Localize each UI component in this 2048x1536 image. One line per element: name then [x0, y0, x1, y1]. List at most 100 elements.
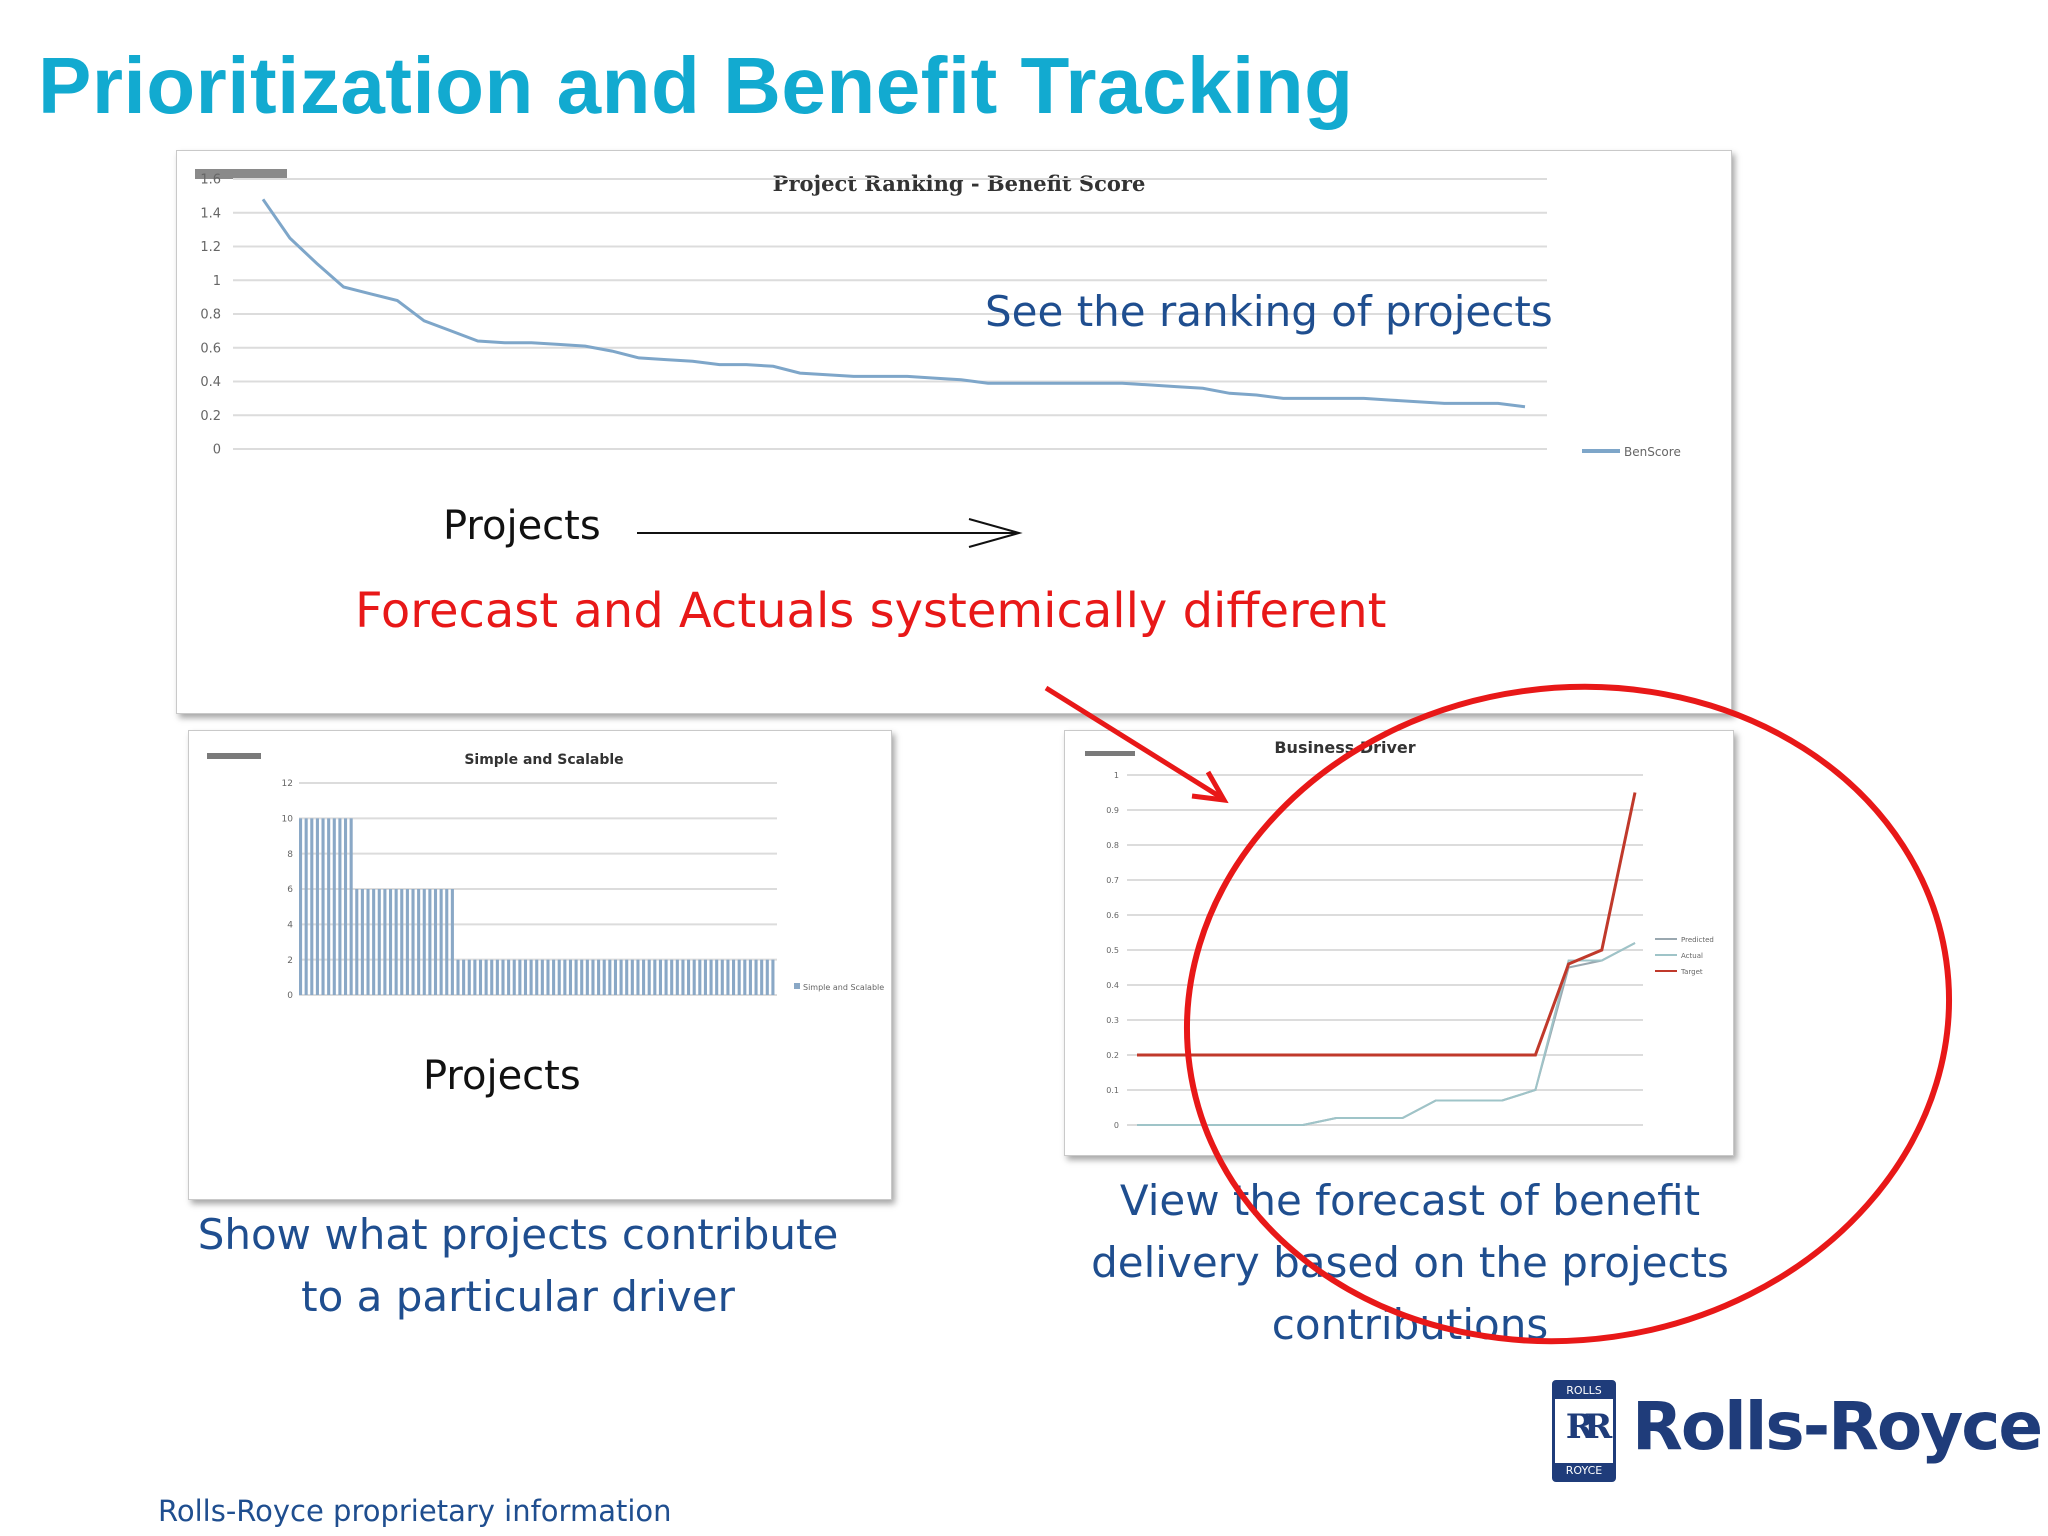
bar	[478, 959, 483, 995]
y-tick-label: 12	[282, 779, 293, 789]
bar	[490, 959, 494, 995]
bar	[400, 889, 404, 995]
y-tick-label: 1	[1114, 771, 1119, 780]
bar	[703, 959, 707, 995]
bar	[698, 959, 702, 995]
bar	[647, 959, 651, 995]
bar	[484, 959, 488, 995]
bar	[495, 959, 499, 995]
footer-note: Rolls-Royce proprietary information	[158, 1494, 672, 1528]
ranking-chart: Project Ranking - Benefit Score 0 0.2 0.4 0…	[195, 169, 1681, 548]
bar	[636, 959, 640, 995]
legend-label-simple: Simple and Scalable	[803, 983, 884, 992]
bar	[507, 959, 511, 995]
bar	[670, 959, 674, 995]
bar	[439, 889, 443, 995]
bar	[355, 889, 359, 995]
bar	[422, 889, 426, 995]
bar	[743, 959, 747, 995]
bar	[523, 959, 528, 995]
bar	[327, 818, 331, 995]
bar	[315, 818, 319, 995]
ranking-chart-title: Project Ranking - Benefit Score	[773, 171, 1146, 196]
projects-label-bottom: Projects	[423, 1053, 581, 1099]
y-tick-label: 4	[287, 920, 293, 930]
bar	[585, 959, 589, 995]
bar	[760, 959, 764, 995]
driver-caption-line: to a particular driver	[301, 1272, 735, 1321]
forecast-caption-line: delivery based on the projects	[1091, 1238, 1729, 1287]
bar	[428, 889, 432, 995]
bar	[377, 889, 381, 995]
bar	[343, 818, 348, 995]
bar	[304, 818, 308, 995]
legend-label-predicted: Predicted	[1681, 936, 1714, 944]
simple-scalable-chart: Simple and Scalable 0 2 4 6 8 10 12 Simple and…	[207, 752, 884, 1001]
y-tick-label: 1.4	[200, 206, 221, 221]
bar	[360, 889, 364, 995]
bar	[597, 959, 601, 995]
chart-tag-bar	[1085, 751, 1135, 756]
bar	[692, 959, 696, 995]
bar	[332, 818, 336, 995]
forecast-caption: View the forecast of benefit delivery ba…	[1050, 1170, 1770, 1356]
bar	[450, 889, 454, 995]
bar	[675, 959, 679, 995]
legend-label-actual: Actual	[1681, 952, 1703, 960]
ranking-chart-panel: Project Ranking - Benefit Score 0 0.2 0.4 0…	[176, 150, 1732, 714]
bar	[602, 959, 606, 995]
bar	[574, 959, 578, 995]
bar	[456, 959, 460, 995]
bar	[338, 818, 342, 995]
bar	[445, 889, 449, 995]
bar	[580, 959, 584, 995]
bar	[720, 959, 724, 995]
bar	[765, 959, 769, 995]
chart-tag-bar	[207, 753, 261, 759]
projects-label-top: Projects	[443, 503, 601, 549]
bar	[552, 959, 556, 995]
bar	[709, 959, 713, 995]
y-tick-label: 0	[213, 443, 221, 458]
bar	[630, 959, 634, 995]
bar	[608, 959, 612, 995]
rolls-royce-badge-icon: ROLLS RR ROYCE	[1552, 1380, 1616, 1482]
y-tick-label: 10	[282, 814, 294, 824]
series-line-actual	[1137, 942, 1636, 1126]
y-tick-label: 0.7	[1106, 876, 1119, 885]
bar	[715, 959, 719, 995]
y-tick-label: 0.4	[1106, 981, 1119, 990]
bar	[771, 959, 775, 995]
legend-swatch-simple	[794, 983, 800, 989]
bar	[664, 959, 668, 995]
bar	[619, 959, 623, 995]
ranking-caption: See the ranking of projects	[985, 287, 1553, 336]
brand-name: Rolls-Royce	[1632, 1388, 2043, 1465]
bar	[754, 959, 758, 995]
y-tick-label: 0.6	[1106, 911, 1119, 920]
y-tick-label: 0.8	[1106, 841, 1119, 850]
bar	[372, 889, 376, 995]
bar	[687, 959, 691, 995]
bar	[653, 959, 657, 995]
y-tick-label: 0.2	[200, 409, 221, 424]
bar	[546, 959, 550, 995]
bar	[512, 959, 516, 995]
y-tick-label: 8	[287, 850, 293, 860]
bar	[411, 889, 415, 995]
bar	[467, 959, 471, 995]
bar	[433, 889, 438, 995]
bar	[557, 959, 561, 995]
bar	[540, 959, 544, 995]
series-line-predicted	[1137, 942, 1636, 1126]
y-tick-label: 0	[1114, 1121, 1119, 1130]
projects-arrow-head	[968, 518, 1023, 548]
bar	[417, 889, 421, 995]
bar	[501, 959, 505, 995]
bar	[462, 959, 466, 995]
series-line-target	[1137, 792, 1637, 1057]
bar	[321, 818, 325, 995]
bar	[394, 889, 398, 995]
driver-caption: Show what projects contribute to a parti…	[168, 1204, 868, 1328]
forecast-caption-line: View the forecast of benefit	[1119, 1176, 1701, 1225]
